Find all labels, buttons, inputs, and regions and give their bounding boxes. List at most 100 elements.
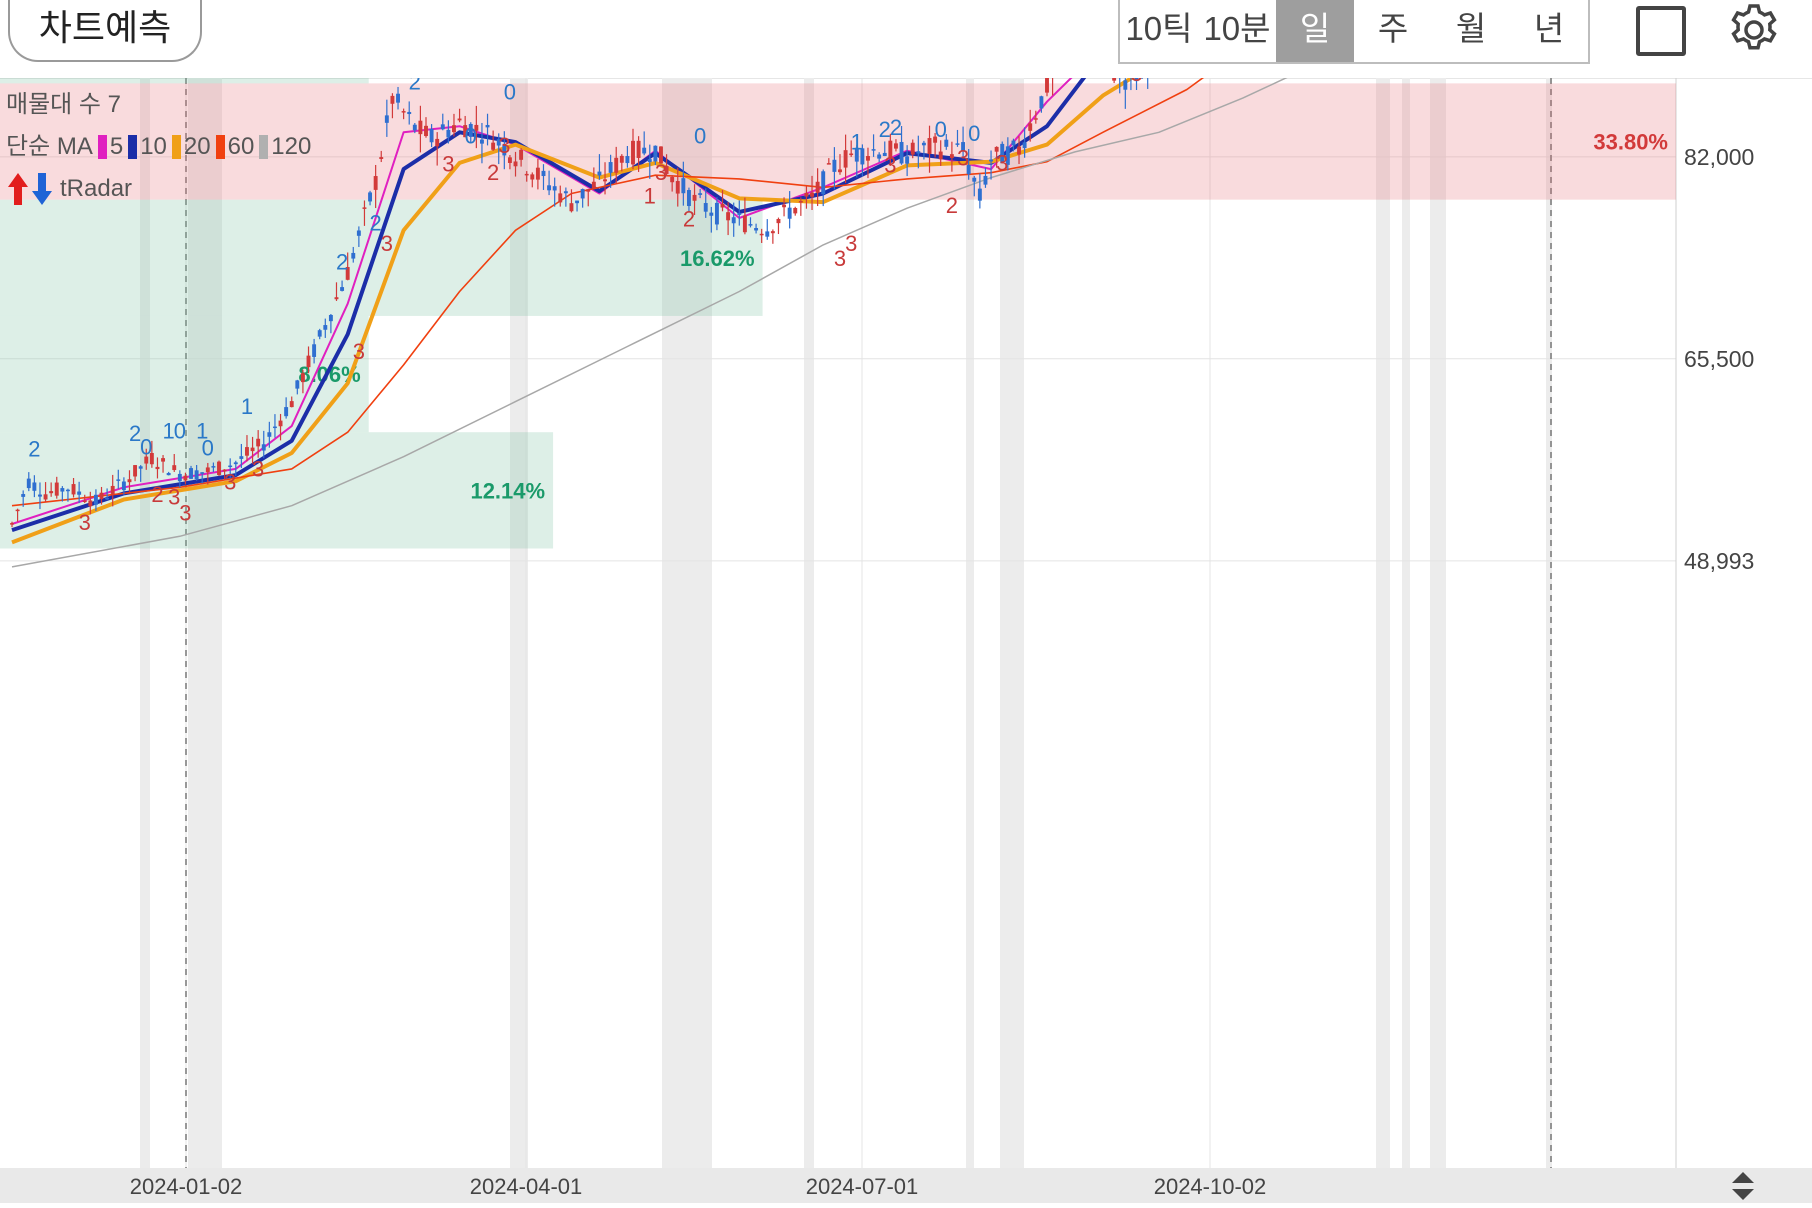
signal-marker: 2	[879, 117, 891, 142]
x-axis[interactable]: 2024-01-02 2024-04-01 2024-07-01 2024-10-02	[0, 1168, 1812, 1203]
tradar-legend[interactable]: tRadar	[6, 168, 311, 210]
chart-background-layer	[140, 78, 1552, 1168]
signal-marker: 1	[672, 78, 684, 79]
shaded-band	[1402, 78, 1410, 1168]
gear-icon[interactable]	[1726, 2, 1782, 58]
candle-body	[591, 181, 596, 189]
candle-body	[636, 140, 641, 158]
candle-body	[854, 147, 859, 162]
candle-body	[1123, 80, 1128, 90]
signal-marker: 3	[655, 160, 667, 185]
candle-body	[491, 142, 496, 150]
candle-body	[681, 178, 686, 194]
ma-5-label: 5	[109, 133, 124, 160]
candle-body	[189, 468, 193, 479]
volume-profile-legend: 매물대 수 7	[6, 84, 311, 126]
signal-marker: 2	[151, 482, 163, 507]
candle-body	[239, 456, 244, 459]
candle-body	[233, 462, 238, 465]
signal-marker: 3	[957, 145, 969, 170]
candle-body	[933, 136, 938, 143]
volume-profile-percent: 33.80%	[1593, 130, 1668, 155]
signal-marker: 2	[129, 421, 141, 446]
ma-legend[interactable]: 단순 MA 5 10 20 60 120	[6, 126, 311, 168]
candle-body	[429, 128, 434, 143]
price-chart[interactable]: 5.83%15.66%7.89%33.80%16.62%8.06%12.14% …	[0, 78, 1812, 1168]
candle-body	[379, 157, 384, 159]
candle-body	[966, 165, 971, 175]
candle-body	[882, 152, 887, 157]
candle-body	[575, 200, 580, 204]
candle-body	[580, 189, 585, 199]
candle-body	[250, 447, 255, 452]
candle-body	[530, 174, 535, 180]
candle-body	[921, 142, 926, 146]
ma-legend-label: 단순 MA	[6, 133, 93, 160]
candle-body	[843, 150, 848, 168]
shaded-band	[1000, 78, 1024, 1168]
candle-body	[138, 466, 143, 469]
signal-marker: 1	[241, 394, 253, 419]
candle-body	[328, 314, 333, 322]
candle-body	[698, 193, 703, 195]
candle-body	[93, 494, 98, 505]
signal-marker: 3	[252, 456, 264, 481]
candle-body	[866, 156, 870, 161]
candle-body	[1011, 140, 1016, 146]
candle-body	[893, 143, 898, 149]
signal-marker: 2	[487, 160, 499, 185]
tab-10-tick[interactable]: 10틱	[1125, 10, 1193, 47]
candle-body	[759, 233, 764, 236]
candle-body	[1022, 142, 1027, 149]
candle-body	[133, 465, 138, 477]
candle-body	[272, 426, 277, 429]
ma-120-line	[11, 78, 1288, 568]
candle-body	[513, 161, 518, 167]
candle-body	[71, 484, 76, 495]
signal-marker: 3	[834, 246, 846, 271]
candle-body	[535, 167, 540, 180]
tab-yearly[interactable]: 년	[1533, 10, 1565, 47]
candle-body	[597, 171, 602, 176]
candle-body	[43, 494, 48, 500]
candle-body	[748, 224, 753, 226]
arrow-up-red-icon	[8, 173, 28, 205]
candle-body	[888, 140, 893, 159]
candle-body	[569, 203, 574, 212]
x-axis-labels: 2024-01-02 2024-04-01 2024-07-01 2024-10-02	[130, 1174, 1267, 1199]
candle-body	[675, 181, 680, 194]
square-outline-icon[interactable]	[1636, 6, 1686, 56]
candle-body	[793, 208, 798, 214]
volume-profile-label: 매물대 수 7	[6, 91, 122, 118]
tab-weekly[interactable]: 주	[1377, 10, 1409, 47]
candle-body	[446, 129, 451, 138]
tab-daily[interactable]: 일	[1276, 0, 1354, 62]
candle-body	[547, 185, 552, 191]
candle-body	[586, 189, 591, 192]
candle-body	[82, 500, 87, 503]
candle-body	[121, 481, 126, 491]
signal-marker: 2	[370, 210, 382, 235]
candle-body	[826, 163, 831, 165]
chart-predict-button[interactable]: 차트예측	[8, 0, 202, 62]
tab-monthly[interactable]: 월	[1455, 10, 1487, 47]
scale-handle-icon[interactable]	[1728, 1170, 1758, 1202]
candle-body	[1039, 96, 1044, 109]
candle-body	[726, 212, 731, 221]
candle-body	[351, 252, 356, 259]
candle-body	[105, 497, 110, 500]
candle-body	[1045, 78, 1049, 93]
candle-body	[770, 231, 775, 234]
candle-body	[356, 230, 361, 236]
candle-body	[642, 147, 647, 154]
candle-body	[172, 465, 177, 471]
candle-body	[1028, 123, 1033, 131]
signal-markers: 2320213031031323232320230131203312320230…	[28, 78, 1142, 535]
candle-body	[899, 141, 904, 164]
candle-body	[552, 186, 557, 191]
candle-body	[563, 191, 568, 194]
x-tick-label: 2024-10-02	[1154, 1174, 1267, 1199]
tab-10-minute[interactable]: 10분	[1203, 10, 1271, 47]
ma-120-label: 120	[271, 133, 312, 160]
